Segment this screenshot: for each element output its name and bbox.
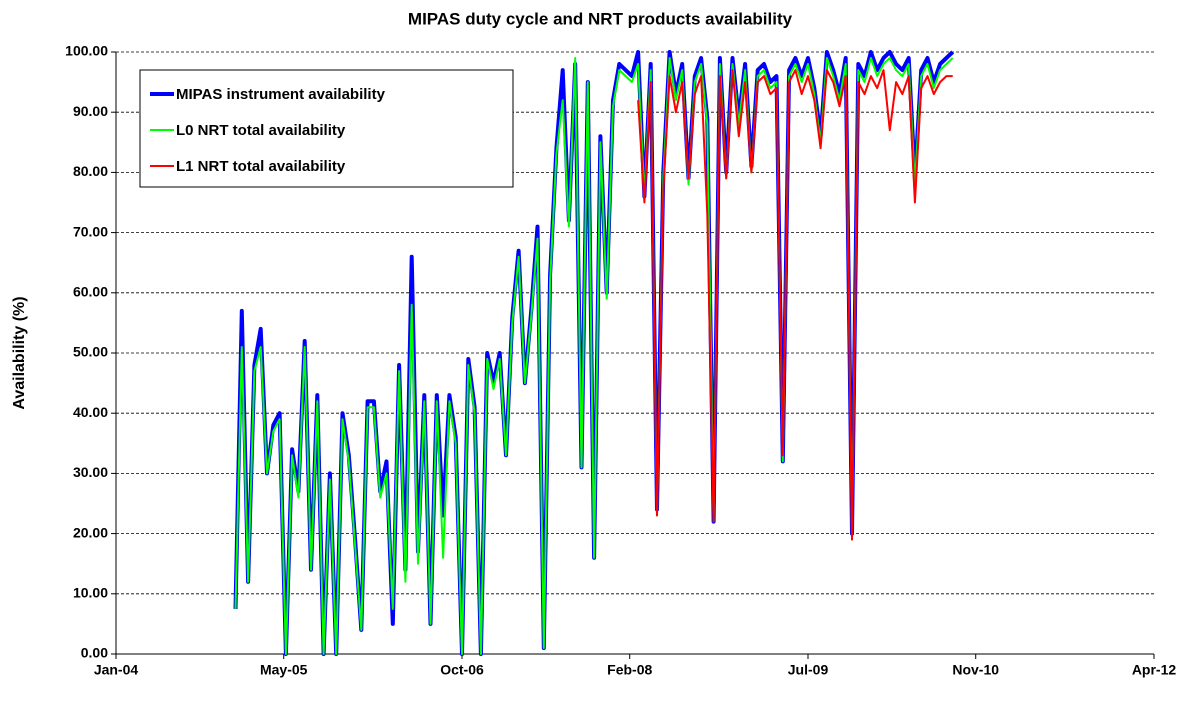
y-tick-label: 90.00 xyxy=(73,103,108,119)
y-tick-label: 30.00 xyxy=(73,464,108,480)
x-tick-label: May-05 xyxy=(260,662,308,678)
x-tick-label: Jan-04 xyxy=(94,662,139,678)
series-line xyxy=(234,57,954,655)
y-tick-label: 0.00 xyxy=(81,645,108,661)
y-tick-label: 70.00 xyxy=(73,223,108,239)
y-tick-label: 50.00 xyxy=(73,344,108,360)
y-tick-label: 20.00 xyxy=(73,524,108,540)
x-tick-label: Oct-06 xyxy=(440,662,484,678)
chart-title: MIPAS duty cycle and NRT products availa… xyxy=(408,9,793,28)
y-tick-label: 40.00 xyxy=(73,404,108,420)
y-tick-label: 10.00 xyxy=(73,585,108,601)
y-tick-label: 80.00 xyxy=(73,163,108,179)
x-tick-label: Jul-09 xyxy=(788,662,829,678)
y-tick-label: 60.00 xyxy=(73,284,108,300)
y-axis-label: Availability (%) xyxy=(11,296,28,409)
legend-label: MIPAS instrument availability xyxy=(176,86,386,103)
series-line xyxy=(637,69,953,541)
legend-box xyxy=(139,69,514,188)
x-tick-label: Nov-10 xyxy=(952,662,999,678)
y-tick-label: 100.00 xyxy=(65,43,108,59)
legend-label: L0 NRT total availability xyxy=(176,122,346,139)
x-tick-label: Apr-12 xyxy=(1132,662,1177,678)
x-tick-label: Feb-08 xyxy=(607,662,652,678)
legend-label: L1 NRT total availability xyxy=(176,158,346,175)
